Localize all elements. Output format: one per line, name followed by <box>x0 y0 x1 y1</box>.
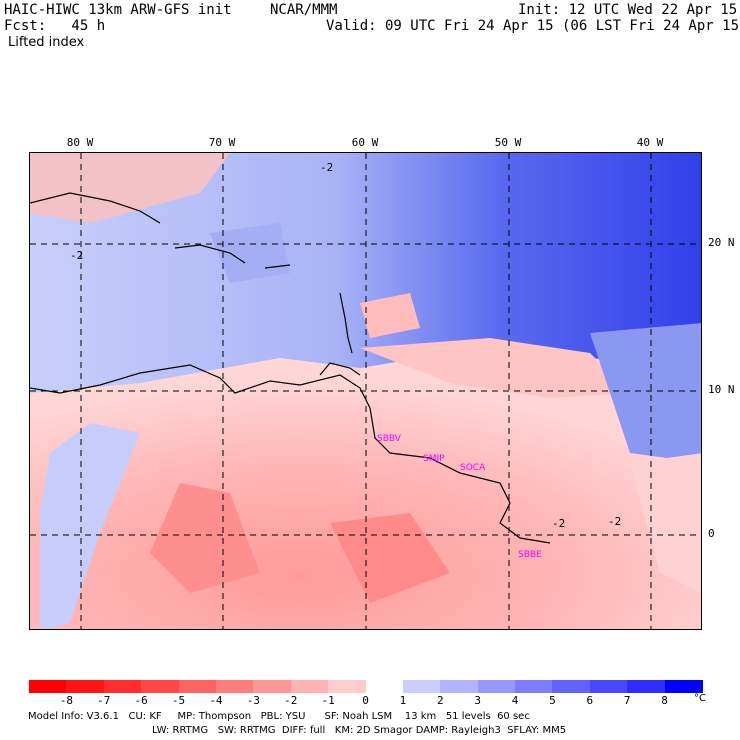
colorbar-tick: 1 <box>399 694 407 707</box>
lon-label-50w: 50 W <box>494 136 522 149</box>
colorbar-swatch <box>253 680 292 693</box>
coastlines <box>30 192 551 544</box>
station-smjp: SMJP <box>423 454 445 464</box>
colorbar-swatch <box>29 680 67 693</box>
colorbar-tick: -7 <box>97 694 111 707</box>
colorbar-swatch <box>141 680 180 693</box>
station-sbbe: SBBE <box>518 550 542 560</box>
colorbar-unit: °C <box>694 693 706 704</box>
colorbar-tick: -3 <box>246 694 260 707</box>
colorbar-tick: 2 <box>436 694 444 707</box>
lon-label-40w: 40 W <box>636 136 664 149</box>
contour-label: -2 <box>608 515 621 528</box>
colorbar-swatch <box>440 680 479 693</box>
colorbar-swatch <box>66 680 105 693</box>
colorbar-swatch <box>103 680 142 693</box>
lat-label-0: 0 <box>708 527 715 540</box>
colorbar-tick: -5 <box>171 694 186 707</box>
field-name: Lifted index <box>8 35 85 50</box>
colorbar-tick: -6 <box>134 694 148 707</box>
lat-label-20n: 20 N <box>708 236 735 249</box>
colorbar-tick: 3 <box>474 694 481 707</box>
forecast-hour: Fcst: 45 h <box>4 18 106 34</box>
colorbar-tick: -8 <box>59 694 73 707</box>
colorbar-tick: 4 <box>511 694 519 707</box>
lon-label-60w: 60 W <box>351 136 379 149</box>
colorbar-swatch <box>589 680 628 693</box>
lon-label-80w: 80 W <box>66 136 94 149</box>
colorbar-swatch <box>365 680 404 693</box>
colorbar-tick: 0 <box>362 694 369 707</box>
colorbar-tick: -2 <box>284 694 298 707</box>
colorbar-swatch <box>627 680 666 693</box>
init-time: Init: 12 UTC Wed 22 Apr 15 <box>518 2 738 18</box>
colorbar-swatch <box>552 680 591 693</box>
colorbar-swatch <box>477 680 516 693</box>
colorbar-swatch <box>328 680 367 693</box>
station-sbbv: SBBV <box>377 434 402 444</box>
model-title: HAIC-HIWC 13km ARW-GFS init <box>4 2 232 18</box>
lat-label-10n: 10 N <box>708 383 735 396</box>
lifted-index-field: -2 -2 -2 -2 SBBV SMJP SOCA SBBE <box>30 153 701 629</box>
lon-label-70w: 70 W <box>208 136 236 149</box>
colorbar-tick: 7 <box>623 694 631 707</box>
colorbar-tick: 6 <box>586 694 594 707</box>
colorbar-tick: -1 <box>321 694 335 707</box>
colorbar-swatch <box>664 680 703 693</box>
colorbar-tick: 5 <box>549 694 556 707</box>
model-info-line1: Model Info: V3.6.1 CU: KF MP: Thompson P… <box>28 711 530 722</box>
colorbar-swatch <box>215 680 254 693</box>
agency-label: NCAR/MMM <box>270 2 338 18</box>
station-soca: SOCA <box>460 463 486 473</box>
model-info-line2: LW: RRTMG SW: RRTMG DIFF: full KM: 2D Sm… <box>152 725 567 736</box>
colorbar-tick: -4 <box>209 694 223 707</box>
map-panel[interactable]: -2 -2 -2 -2 SBBV SMJP SOCA SBBE <box>29 152 702 630</box>
contour-label: -2 <box>320 161 333 174</box>
colorbar-swatch <box>290 680 329 693</box>
contour-label: -2 <box>552 517 565 530</box>
colorbar-swatch <box>402 680 441 693</box>
lat-lon-grid <box>30 153 701 629</box>
colorbar-swatch <box>515 680 554 693</box>
colorbar-swatch <box>178 680 217 693</box>
colorbar-tick: 8 <box>661 694 668 707</box>
valid-time: Valid: 09 UTC Fri 24 Apr 15 (06 LST Fri … <box>326 18 740 34</box>
contour-label: -2 <box>70 249 83 262</box>
